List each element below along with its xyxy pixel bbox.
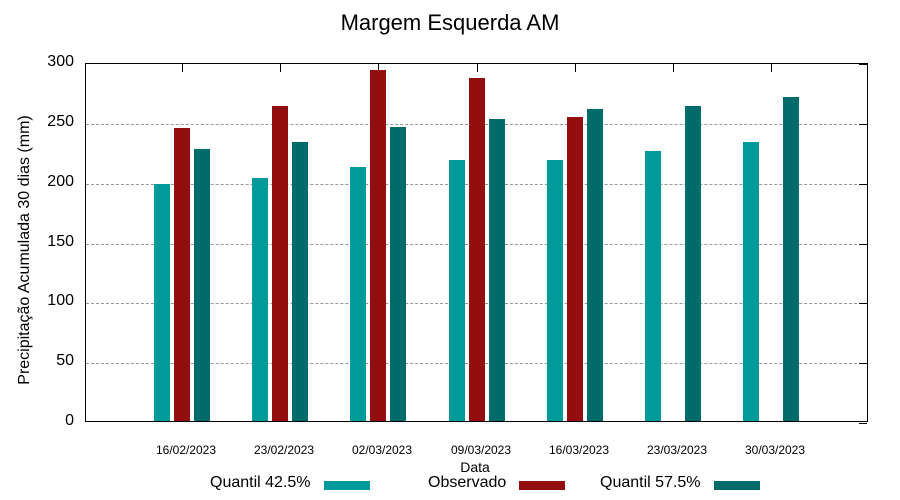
plot-area (85, 63, 868, 424)
y-tick-label: 200 (47, 172, 74, 190)
bar (272, 106, 288, 421)
bar (587, 108, 603, 421)
bar (645, 150, 661, 421)
right-axis-tick (859, 363, 867, 365)
y-tick-label: 300 (47, 53, 74, 70)
x-tick-label: 23/03/2023 (646, 443, 708, 457)
y-tick-label: 100 (47, 292, 74, 310)
right-axis-tick (859, 64, 867, 65)
bar (292, 142, 308, 421)
top-axis-tick (575, 64, 576, 72)
right-axis-tick (859, 243, 867, 245)
right-axis-tick (859, 183, 867, 185)
top-axis-tick (477, 64, 478, 72)
x-tick-label: 16/03/2023 (548, 443, 610, 457)
top-axis-tick (673, 64, 674, 72)
bar (469, 77, 485, 421)
chart-title: Margem Esquerda AM (340, 10, 560, 35)
bar (174, 127, 190, 421)
x-tick-label: 30/03/2023 (744, 443, 806, 457)
y-tick-label: 150 (47, 232, 74, 250)
top-axis-tick (771, 64, 772, 72)
bar (350, 167, 366, 421)
legend-swatch (519, 481, 565, 490)
bar (449, 160, 465, 421)
bar (252, 178, 268, 421)
bar (194, 149, 210, 421)
right-axis-tick (859, 303, 867, 305)
bar (685, 106, 701, 421)
legend-label: Quantil 57.5% (600, 474, 701, 491)
legend-label: Quantil 42.5% (210, 474, 311, 491)
legend-swatch (324, 481, 370, 490)
bar (783, 96, 799, 421)
right-axis-tick (859, 423, 867, 424)
x-tick-label: 09/03/2023 (450, 443, 512, 457)
x-tick-label: 02/03/2023 (351, 443, 413, 457)
y-tick-label: 50 (56, 352, 74, 370)
legend-label: Observado (428, 474, 507, 491)
bar (567, 117, 583, 421)
top-axis-tick (378, 64, 379, 72)
x-axis-label: Data (460, 459, 490, 475)
x-tick-label: 23/02/2023 (253, 443, 315, 457)
x-tick-label: 16/02/2023 (155, 443, 217, 457)
legend-swatch (714, 481, 760, 490)
bar (370, 70, 386, 421)
bar (743, 142, 759, 421)
bar (547, 160, 563, 421)
top-axis-tick (182, 64, 183, 72)
bar (489, 119, 505, 421)
y-tick-label: 0 (65, 412, 74, 429)
y-tick-label: 250 (47, 112, 74, 130)
bar (390, 126, 406, 421)
top-axis-tick (280, 64, 281, 72)
right-axis-tick (859, 123, 867, 125)
bar (154, 184, 170, 421)
